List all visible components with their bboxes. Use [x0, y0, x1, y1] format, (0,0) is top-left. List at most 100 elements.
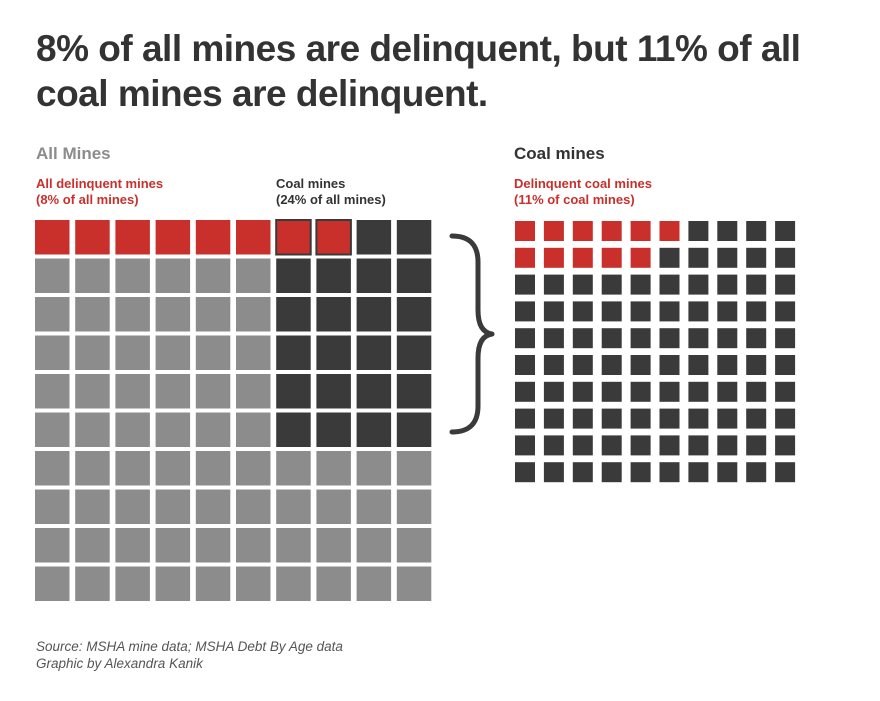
coal-cell	[572, 274, 593, 295]
other-mine-cell	[236, 297, 271, 332]
other-mine-cell	[155, 566, 191, 601]
other-mine-cell	[316, 528, 351, 563]
footer: Source: MSHA mine data; MSHA Debt By Age…	[36, 638, 343, 672]
other-mine-cell	[316, 451, 351, 486]
delinquent-coal-cell	[630, 247, 651, 268]
other-mine-cell	[195, 412, 231, 447]
coal-cell	[515, 381, 535, 402]
other-mine-cell	[236, 258, 271, 293]
coal-cell	[515, 301, 535, 322]
all-delinquent-label-sub: (8% of all mines)	[36, 192, 139, 207]
coal-cell	[543, 274, 564, 295]
coal-cell	[746, 247, 767, 268]
coal-cell	[659, 435, 680, 456]
coal-cell	[515, 462, 535, 483]
coal-cell	[659, 328, 680, 349]
coal-cell	[717, 328, 738, 349]
other-mine-cell	[396, 528, 432, 563]
coal-mine-cell	[316, 297, 351, 332]
delinquent-coal-cell	[543, 221, 564, 241]
coal-cell	[659, 355, 680, 375]
other-mine-cell	[35, 374, 70, 409]
other-mine-cell	[316, 489, 351, 524]
other-mine-cell	[195, 374, 231, 409]
coal-cell	[601, 381, 622, 402]
delinquent-mine-cell	[35, 220, 70, 255]
other-mine-cell	[75, 528, 110, 563]
other-mine-cell	[75, 489, 110, 524]
coal-cell	[572, 301, 593, 322]
delinquent-coal-cell	[601, 247, 622, 268]
other-mine-cell	[276, 451, 311, 486]
credit-note: Graphic by Alexandra Kanik	[36, 656, 203, 671]
coal-mine-cell	[316, 374, 351, 409]
coal-cell	[775, 408, 796, 429]
coal-mine-cell	[316, 258, 351, 293]
coal-cell	[688, 355, 709, 375]
all-mines-waffle	[35, 219, 432, 601]
coal-mine-cell	[276, 335, 311, 370]
all-mines-panel-title: All Mines	[36, 144, 111, 163]
coal-cell	[746, 408, 767, 429]
coal-cell	[688, 381, 709, 402]
other-mine-cell	[236, 335, 271, 370]
other-mine-cell	[35, 412, 70, 447]
coal-mine-cell	[356, 335, 392, 370]
coal-mine-cell	[316, 335, 351, 370]
coal-cell	[630, 301, 651, 322]
other-mine-cell	[396, 566, 432, 601]
coal-mine-cell	[356, 258, 392, 293]
coal-cell	[572, 435, 593, 456]
coal-cell	[746, 328, 767, 349]
coal-cell	[717, 435, 738, 456]
coal-cell	[688, 435, 709, 456]
other-mine-cell	[115, 258, 150, 293]
other-mine-cell	[35, 489, 70, 524]
coal-delinquent-label-sub: (11% of coal mines)	[514, 192, 635, 207]
coal-cell	[746, 221, 767, 241]
coal-cell	[659, 301, 680, 322]
other-mine-cell	[316, 566, 351, 601]
coal-cell	[601, 462, 622, 483]
coal-cell	[601, 328, 622, 349]
other-mine-cell	[75, 566, 110, 601]
coal-mine-cell	[276, 374, 311, 409]
coal-cell	[543, 328, 564, 349]
coal-share-label-text: Coal mines	[276, 176, 346, 191]
other-mine-cell	[115, 528, 150, 563]
delinquent-coal-cell	[572, 247, 593, 268]
other-mine-cell	[115, 566, 150, 601]
coal-cell	[717, 381, 738, 402]
coal-cell	[515, 435, 535, 456]
coal-cell	[572, 408, 593, 429]
coal-cell	[775, 355, 796, 375]
coal-cell	[746, 435, 767, 456]
other-mine-cell	[276, 566, 311, 601]
coal-share-label-sub: (24% of all mines)	[276, 192, 386, 207]
other-mine-cell	[236, 412, 271, 447]
coal-cell	[717, 408, 738, 429]
coal-mine-cell	[396, 374, 432, 409]
coal-cell	[543, 462, 564, 483]
other-mine-cell	[35, 566, 70, 601]
coal-cell	[515, 328, 535, 349]
coal-cell	[630, 328, 651, 349]
other-mine-cell	[236, 566, 271, 601]
delinquent-mine-cell	[236, 220, 271, 255]
coal-cell	[601, 301, 622, 322]
coal-mines-panel-title: Coal mines	[514, 144, 605, 163]
other-mine-cell	[236, 451, 271, 486]
coal-cell	[775, 328, 796, 349]
delinquent-coal-cell	[515, 247, 535, 268]
coal-cell	[746, 462, 767, 483]
all-delinquent-label-text: All delinquent mines	[36, 176, 164, 191]
other-mine-cell	[396, 451, 432, 486]
coal-cell	[717, 247, 738, 268]
coal-mines-waffle	[515, 221, 796, 483]
coal-cell	[775, 221, 796, 241]
other-mine-cell	[35, 528, 70, 563]
coal-cell	[543, 435, 564, 456]
other-mine-cell	[396, 489, 432, 524]
coal-cell	[515, 408, 535, 429]
other-mine-cell	[75, 412, 110, 447]
